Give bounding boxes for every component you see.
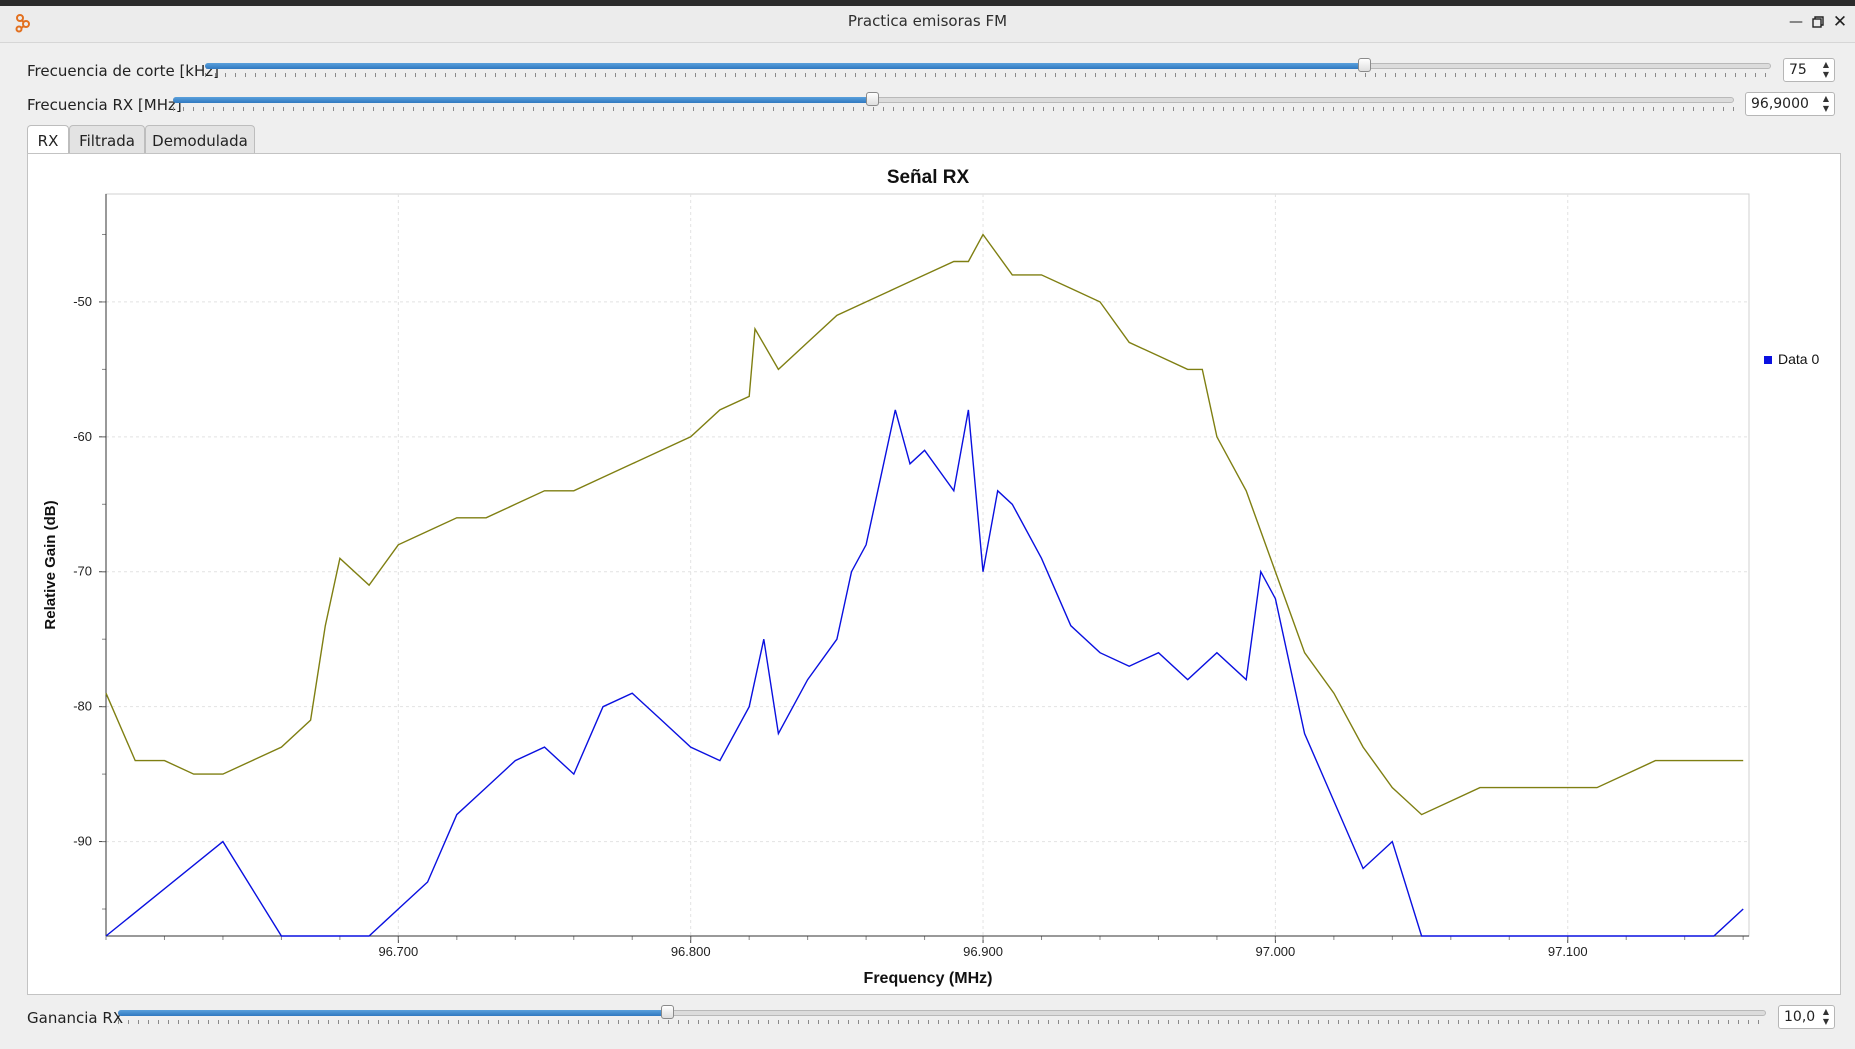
- legend-entry: Data 0: [1778, 351, 1819, 367]
- cutoff-spinbox[interactable]: 75 ▲ ▼: [1783, 58, 1835, 82]
- gain-spinbox[interactable]: 10,0 ▲ ▼: [1778, 1005, 1835, 1029]
- gain-slider[interactable]: [118, 1005, 1766, 1024]
- x-axis-label: Frequency (MHz): [864, 970, 993, 987]
- tab-panel-rx: Señal RX 96.700 96.800 96.900 97.000 97.100 -…: [27, 153, 1841, 995]
- rx-freq-slider[interactable]: [173, 92, 1734, 111]
- rx-freq-spinbox[interactable]: 96,9000 ▲ ▼: [1745, 92, 1835, 116]
- y-tick-label: -90: [73, 834, 92, 849]
- tab-demodulada[interactable]: Demodulada: [145, 125, 255, 153]
- minimize-icon[interactable]: —: [1789, 14, 1803, 30]
- y-tick-label: -80: [73, 699, 92, 714]
- rx-freq-label: Frecuencia RX [MHz]: [27, 96, 182, 114]
- gain-label: Ganancia RX: [27, 1009, 124, 1027]
- y-tick-label: -70: [73, 564, 92, 579]
- rx-freq-value: 96,9000: [1751, 96, 1809, 112]
- signal-plot[interactable]: Señal RX 96.700 96.800 96.900 97.000 97.100 -…: [28, 154, 1840, 994]
- spin-arrows-icon[interactable]: ▲ ▼: [1822, 94, 1830, 113]
- plot-frame: [105, 193, 1750, 937]
- slider-handle[interactable]: [1357, 58, 1371, 72]
- restore-icon[interactable]: [1808, 12, 1828, 32]
- slider-fill: [205, 63, 1364, 69]
- slider-fill: [173, 97, 873, 103]
- plot-area: 96.700 96.800 96.900 97.000 97.100 -50 -60 -70 -…: [73, 193, 1750, 959]
- slider-fill: [118, 1010, 667, 1016]
- slider-ticks: [205, 73, 1771, 77]
- slider-ticks: [118, 1020, 1766, 1024]
- gain-value: 10,0: [1784, 1009, 1816, 1025]
- restore-glyph-icon: [1812, 16, 1824, 28]
- x-tick-label: 96.800: [671, 944, 711, 959]
- slider-handle[interactable]: [660, 1005, 674, 1019]
- x-tick-label: 97.000: [1256, 944, 1296, 959]
- x-tick-label: 96.900: [963, 944, 1003, 959]
- x-tick-label: 96.700: [378, 944, 418, 959]
- title-bar[interactable]: Practica emisoras FM — ✕: [0, 0, 1855, 43]
- spin-arrows-icon[interactable]: ▲ ▼: [1822, 60, 1830, 79]
- window-title: Practica emisoras FM: [847, 12, 1008, 30]
- series-line: [105, 409, 1744, 937]
- tab-rx[interactable]: RX: [27, 125, 69, 155]
- series-line: [105, 233, 1744, 816]
- y-tick-label: -60: [73, 429, 92, 444]
- cutoff-slider[interactable]: [205, 58, 1771, 77]
- legend-swatch: [1764, 356, 1772, 364]
- tab-filtrada[interactable]: Filtrada: [69, 125, 145, 153]
- cutoff-label: Frecuencia de corte [kHz]: [27, 62, 219, 80]
- chart-title: Señal RX: [887, 167, 970, 188]
- cutoff-value: 75: [1789, 62, 1807, 78]
- close-icon[interactable]: ✕: [1832, 12, 1848, 32]
- y-tick-label: -50: [73, 294, 92, 309]
- gnuradio-app-icon: [15, 14, 30, 33]
- slider-handle[interactable]: [866, 92, 880, 106]
- slider-ticks: [173, 107, 1734, 111]
- x-tick-label: 97.100: [1548, 944, 1588, 959]
- spin-arrows-icon[interactable]: ▲ ▼: [1822, 1007, 1830, 1026]
- y-axis-label: Relative Gain (dB): [42, 500, 59, 629]
- top-edge: [0, 0, 1855, 6]
